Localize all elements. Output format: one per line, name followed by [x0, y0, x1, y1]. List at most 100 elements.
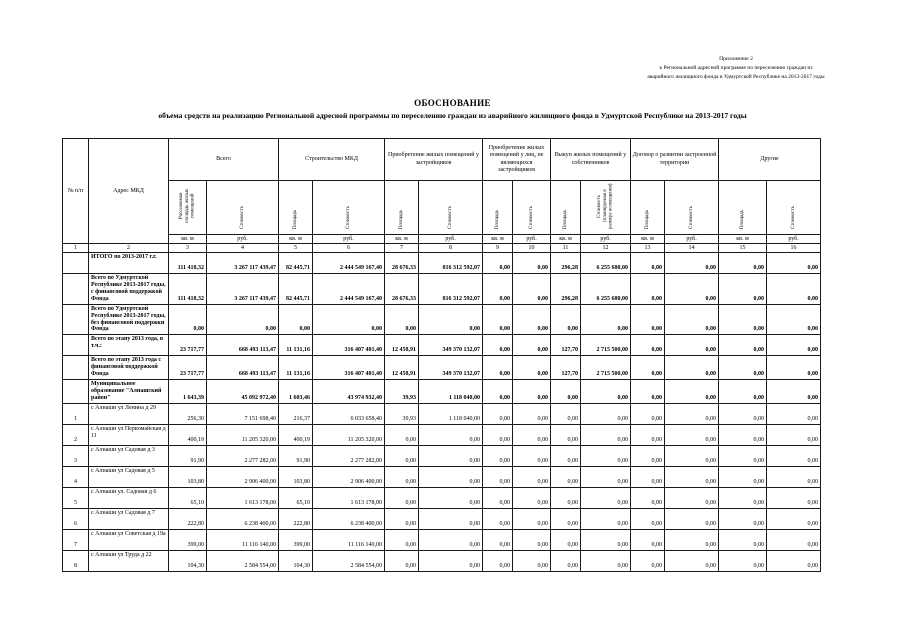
table-body: ИТОГО по 2013-2017 г.г. 111 418,32 3 267 1…	[62, 252, 822, 572]
row-value: 0,00	[718, 402, 768, 425]
row-num	[62, 334, 89, 357]
row-value: 28 676,33	[384, 252, 420, 275]
row-value: 43 974 932,40	[311, 378, 386, 404]
col-header-num: № п/п	[62, 137, 89, 245]
annotation-line: аварийного жилищного фонда в Удмуртской …	[647, 73, 825, 80]
row-value: 11 116 140,00	[206, 528, 279, 551]
row-value: 0,00	[630, 528, 666, 551]
row-value: 0,00	[550, 528, 582, 551]
column-number: 9	[482, 243, 514, 254]
row-value: 1 118 040,00	[418, 402, 484, 425]
row-value: 0,00	[550, 486, 582, 509]
row-value: 0,00	[630, 355, 666, 380]
row-value: 256,30	[168, 402, 207, 425]
sub-header: Стоимость	[664, 179, 720, 236]
row-value: 0,00	[718, 355, 768, 380]
unit-label: руб.	[512, 234, 552, 245]
row-value: 0,00	[630, 486, 666, 509]
unit-label: руб.	[664, 234, 720, 245]
row-value: 0,00	[550, 444, 582, 467]
row-value: 399,00	[168, 528, 207, 551]
unit-label: кв. м	[482, 234, 514, 245]
row-value: 103,80	[168, 465, 207, 488]
table-row: Всего по этапу 2013 года, в т.ч.: 23 717,…	[62, 334, 822, 357]
group-header-other: Другие	[718, 138, 822, 181]
row-value: 1 643,39	[168, 378, 207, 404]
row-value: 0,00	[664, 507, 720, 530]
row-value: 0,00	[550, 378, 582, 404]
row-value: 0,00	[664, 423, 720, 446]
row-value: 0,00	[766, 273, 822, 305]
header-units-row: кв. м руб. кв. м руб. кв. м руб. кв. м р…	[63, 234, 822, 245]
row-value: 296,28	[550, 252, 582, 275]
row-value: 0,00	[580, 303, 632, 336]
row-value: 0,00	[580, 507, 632, 530]
unit-label: кв. м	[630, 234, 666, 245]
row-value: 0,00	[482, 402, 514, 425]
row-value: 0,00	[664, 486, 720, 509]
sub-header: Площадь	[278, 179, 313, 236]
row-value: 400,19	[278, 423, 313, 446]
row-address: Всего по этапу 2013 года, в т.ч.:	[88, 334, 169, 357]
row-value: 0,00	[482, 334, 514, 357]
column-number: 6	[311, 243, 386, 254]
row-value: 0,00	[630, 507, 666, 530]
row-value: 0,00	[384, 507, 420, 530]
row-value: 3 267 117 439,47	[206, 252, 279, 275]
row-value: 216,37	[278, 402, 313, 425]
sub-header: Площадь	[550, 179, 582, 236]
column-number: 5	[278, 243, 313, 254]
row-value: 82 445,71	[278, 252, 313, 275]
row-value: 0,00	[664, 528, 720, 551]
row-value: 0,00	[512, 444, 552, 467]
row-value: 0,00	[482, 465, 514, 488]
row-value: 0,00	[482, 378, 514, 404]
row-value: 0,00	[718, 507, 768, 530]
sub-header: Стоимость	[766, 179, 822, 236]
row-value: 0,00	[718, 465, 768, 488]
unit-label: руб.	[418, 234, 484, 245]
row-value: 6 238 400,00	[311, 507, 386, 530]
row-value: 816 312 592,07	[418, 252, 484, 275]
row-value: 91,90	[278, 444, 313, 467]
row-value: 0,00	[718, 252, 768, 275]
row-num: 7	[62, 528, 89, 551]
group-header-purchase-developers: Приобретение жилых помещений у застройщи…	[384, 138, 484, 181]
row-value: 0,00	[766, 355, 822, 380]
column-number: 15	[718, 243, 768, 254]
row-num: 8	[62, 549, 89, 572]
unit-label: кв. м	[550, 234, 582, 245]
row-value: 668 493 113,47	[206, 355, 279, 380]
row-value: 0,00	[664, 402, 720, 425]
row-value: 0,00	[482, 423, 514, 446]
column-number: 7	[384, 243, 420, 254]
row-value: 127,70	[550, 334, 582, 357]
row-value: 0,00	[580, 549, 632, 572]
row-value: 0,00	[482, 303, 514, 336]
row-value: 11 116 140,00	[311, 528, 386, 551]
row-value: 0,00	[384, 486, 420, 509]
row-value: 0,00	[384, 303, 420, 336]
row-value: 0,00	[766, 465, 822, 488]
row-value: 12 458,91	[384, 334, 420, 357]
row-value: 0,00	[512, 486, 552, 509]
row-value: 0,00	[630, 402, 666, 425]
row-value: 0,00	[512, 423, 552, 446]
row-value: 91,90	[168, 444, 207, 467]
group-header-purchase-others: Приобретение жилых помещений у лиц, не я…	[482, 138, 552, 181]
annotation-line: к Региональной адресной программе по пер…	[659, 64, 813, 71]
page-subtitle: объема средств на реализацию Регионально…	[158, 111, 747, 120]
row-value: 0,00	[512, 528, 552, 551]
row-address: с Алнаши ул Советская д 19а	[88, 528, 169, 551]
sub-header: Площадь	[630, 179, 666, 236]
row-value: 0,00	[384, 423, 420, 446]
row-value: 0,00	[512, 465, 552, 488]
row-value: 222,80	[168, 507, 207, 530]
row-value: 0,00	[384, 528, 420, 551]
row-num: 4	[62, 465, 89, 488]
column-number: 3	[168, 243, 207, 254]
